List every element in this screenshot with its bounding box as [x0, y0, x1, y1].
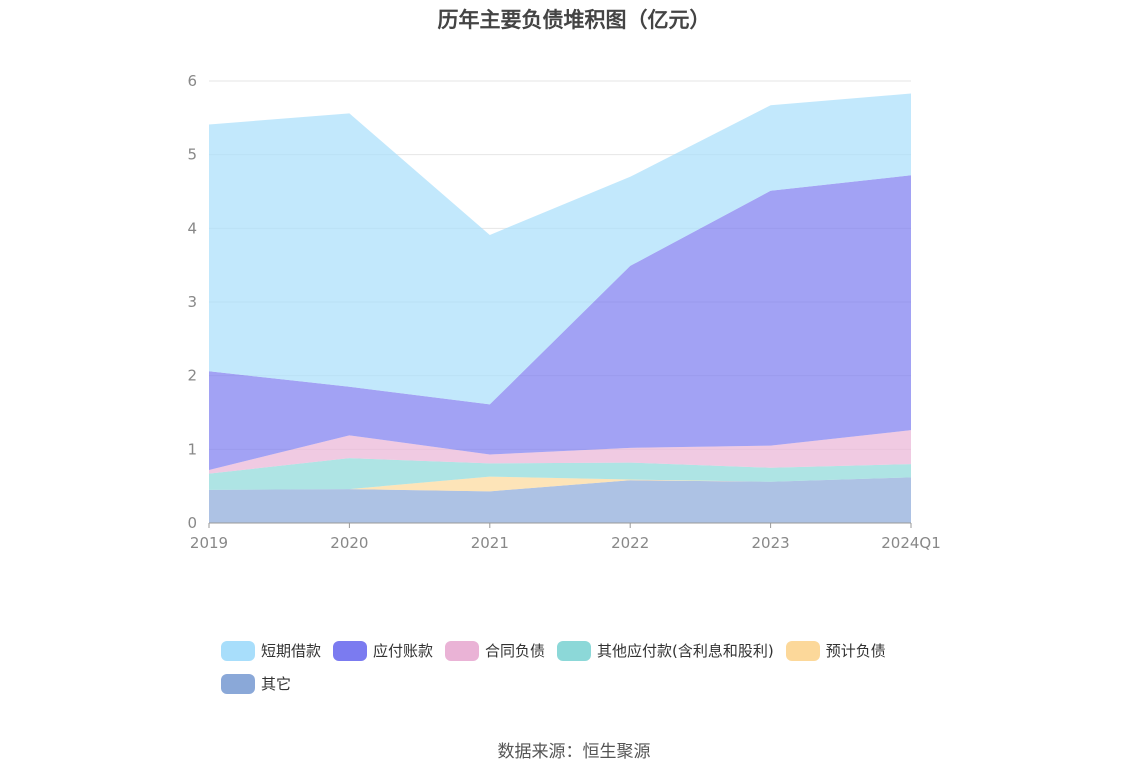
- area-series: [209, 476, 911, 492]
- x-tick-label: 2021: [471, 534, 509, 552]
- legend-label: 预计负债: [825, 642, 886, 660]
- legend-swatch: [557, 640, 592, 661]
- legend-label: 短期借款: [261, 642, 322, 660]
- x-tick-label: 2020: [330, 534, 368, 552]
- legend-item[interactable]: 合同负债: [445, 640, 545, 661]
- area-series: [209, 430, 911, 474]
- legend-item[interactable]: 其它: [221, 673, 291, 694]
- legend-swatch: [445, 640, 480, 661]
- legend: 短期借款 应付账款 合同负债 其他应付款(含利息和股利) 预计负债其它: [221, 640, 961, 706]
- y-tick-label: 1: [187, 440, 197, 458]
- y-tick-label: 3: [187, 293, 197, 311]
- legend-label: 其它: [261, 675, 292, 693]
- y-tick-label: 6: [187, 72, 197, 90]
- chart-title: 历年主要负债堆积图（亿元）: [437, 8, 711, 32]
- legend-swatch: [333, 640, 368, 661]
- y-tick-label: 4: [187, 219, 197, 237]
- legend-item[interactable]: 短期借款: [221, 640, 321, 661]
- legend-label: 其他应付款(含利息和股利): [597, 642, 774, 660]
- x-tick-label: 2019: [190, 534, 228, 552]
- legend-label: 合同负债: [485, 642, 546, 660]
- area-series: [209, 458, 911, 490]
- legend-swatch: [785, 640, 820, 661]
- y-tick-label: 2: [187, 367, 197, 385]
- data-source: 数据来源：恒生聚源: [497, 742, 651, 762]
- x-tick-label: 2024Q1: [881, 534, 941, 552]
- legend-item[interactable]: 其他应付款(含利息和股利): [557, 640, 774, 661]
- area-series: [209, 477, 911, 523]
- area-series: [209, 175, 911, 470]
- area-series: [209, 93, 911, 405]
- legend-item[interactable]: 预计负债: [785, 640, 886, 661]
- y-tick-label: 0: [187, 514, 197, 532]
- legend-swatch: [221, 673, 255, 694]
- legend-item[interactable]: 应付账款: [333, 640, 433, 661]
- y-tick-label: 5: [187, 146, 197, 164]
- x-tick-label: 2022: [611, 534, 649, 552]
- legend-label: 应付账款: [373, 642, 434, 660]
- x-tick-label: 2023: [752, 534, 790, 552]
- legend-swatch: [221, 640, 255, 661]
